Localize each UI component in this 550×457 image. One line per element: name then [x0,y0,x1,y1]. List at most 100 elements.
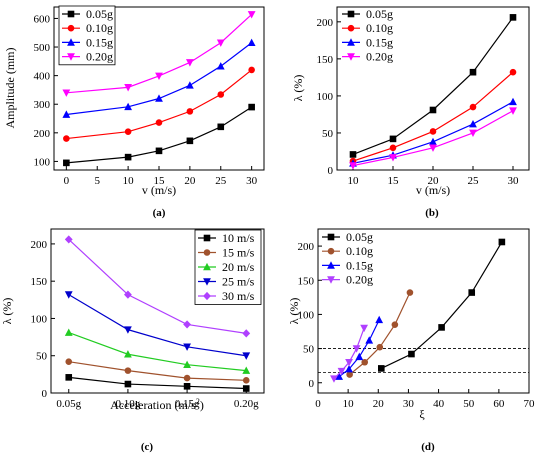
data-point [389,144,397,152]
y-tick-label: 400 [34,71,51,83]
legend-label: 0.15g [366,35,393,49]
x-tick-label: 20 [428,175,440,187]
plot-frame [317,228,530,394]
x-tick-label: 10 [348,175,360,187]
data-point [64,291,73,299]
legend-label: 30 m/s [222,289,255,303]
y-tick-label: 100 [317,91,334,103]
data-point [352,345,361,353]
data-point [124,380,132,388]
series-line-15-m/s [68,361,247,381]
data-point [124,367,132,374]
data-point [429,137,437,146]
data-point [124,290,132,299]
x-tick-label: 30 [246,175,258,187]
x-axis-label-superscript: 2 [196,397,200,406]
series-line-10-m/s [68,376,247,390]
data-point [124,153,132,161]
series-line-0.10g [349,292,411,376]
y-tick-label: 50 [303,344,315,356]
legend-marker [203,262,211,271]
data-point [429,144,437,152]
data-point [62,89,71,97]
data-point [124,102,133,111]
data-point [378,365,385,372]
data-point [242,366,251,374]
y-tick-label: 600 [34,13,51,25]
series-line-0.05g [66,106,252,164]
data-point [509,68,517,76]
series-line-25-m/s [68,294,247,357]
legend-label: 25 m/s [222,275,255,289]
data-point [65,374,73,381]
y-tick-label: 200 [34,128,51,140]
legend-marker [67,24,75,32]
x-tick-label: 5 [94,175,100,187]
x-tick-label: 0 [64,175,70,187]
y-tick-label: 200 [31,239,48,251]
y-tick-label: 50 [36,351,48,363]
series-line-30-m/s [68,238,247,334]
data-point [365,336,374,344]
data-point [429,128,437,135]
series-line-0.15g [66,42,253,116]
legend-label: 0.05g [366,7,393,21]
data-point [185,59,194,67]
x-axis-label: ξ [419,407,425,421]
y-tick-label: 200 [317,17,334,29]
legend-label: 20 m/s [222,260,255,274]
x-tick-label: 25 [215,175,227,187]
x-tick-label: 25 [468,175,480,187]
data-point [438,324,445,331]
data-point [429,106,437,114]
data-point [124,326,132,334]
legend-label: 0.05g [86,7,113,21]
panel-a: 0 5 10 15 20 25 30 100 200 300 400 500 600 v (m/s) Amp… [3,5,265,219]
data-point [509,14,517,21]
legend-marker [67,38,75,46]
data-point [247,11,256,19]
legend-label: 10 m/s [222,231,255,245]
data-point [155,119,163,126]
data-point [64,235,73,244]
data-point [346,371,353,378]
x-tick-label: 10 [343,398,355,410]
data-point [155,72,163,81]
x-axis-label-end: ) [200,398,204,412]
data-point [509,97,517,106]
legend-marker [327,261,335,269]
y-axis-label: λ (%) [287,298,301,325]
series-line-20-m/s [68,332,247,372]
data-point [183,374,191,382]
x-tick-label: 10 [123,175,135,187]
legend-marker [203,278,211,286]
x-tick-label: 30 [508,175,520,187]
data-point [183,343,191,351]
x-tick-label: 0.20g [234,398,259,410]
data-point [406,289,414,296]
data-point [242,385,250,392]
y-tick-label: 50 [322,128,334,140]
y-axis-label: λ (%) [291,75,305,102]
legend-marker [203,291,211,301]
x-tick-label: 15 [388,175,400,187]
legend-marker [203,234,211,242]
data-point [469,68,477,76]
data-point [376,343,384,351]
data-point [389,154,397,162]
x-tick-label: 15 [154,175,166,187]
data-point [349,162,357,170]
data-point [242,329,251,338]
y-tick-label: 150 [298,275,315,287]
legend-marker [327,233,335,241]
data-point [389,135,397,143]
data-point [247,38,256,47]
legend-marker [347,24,355,32]
x-tick-label: 50 [463,398,475,410]
legend-label: 0.15g [346,258,373,272]
legend-label: 0.05g [346,230,373,244]
data-point [183,320,191,329]
y-tick-label: 150 [31,276,48,288]
y-tick-label: 100 [34,156,51,168]
data-point [183,360,191,368]
